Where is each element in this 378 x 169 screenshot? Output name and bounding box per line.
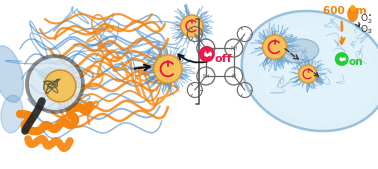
- Ellipse shape: [350, 5, 355, 11]
- Text: NH: NH: [202, 74, 210, 79]
- Ellipse shape: [0, 46, 23, 102]
- Text: $\mathregular{O_2}$: $\mathregular{O_2}$: [360, 23, 372, 35]
- Text: N: N: [204, 46, 208, 51]
- Circle shape: [44, 70, 76, 102]
- Text: $\mathregular{O_2^{\bullet}}$: $\mathregular{O_2^{\bullet}}$: [360, 12, 372, 26]
- Circle shape: [154, 55, 182, 83]
- Text: 600 nm: 600 nm: [323, 6, 366, 16]
- Ellipse shape: [347, 6, 358, 22]
- Ellipse shape: [281, 39, 319, 63]
- Circle shape: [27, 56, 83, 112]
- Circle shape: [29, 58, 81, 110]
- Text: N: N: [232, 74, 236, 79]
- Circle shape: [299, 65, 317, 83]
- Circle shape: [181, 15, 203, 37]
- Circle shape: [263, 35, 287, 59]
- Circle shape: [336, 54, 347, 65]
- Text: NH: NH: [230, 46, 238, 51]
- Ellipse shape: [242, 11, 378, 131]
- Circle shape: [200, 47, 213, 61]
- Ellipse shape: [1, 95, 23, 133]
- Text: off: off: [215, 54, 232, 64]
- Text: on: on: [349, 57, 363, 67]
- Ellipse shape: [259, 25, 377, 123]
- Ellipse shape: [38, 67, 66, 81]
